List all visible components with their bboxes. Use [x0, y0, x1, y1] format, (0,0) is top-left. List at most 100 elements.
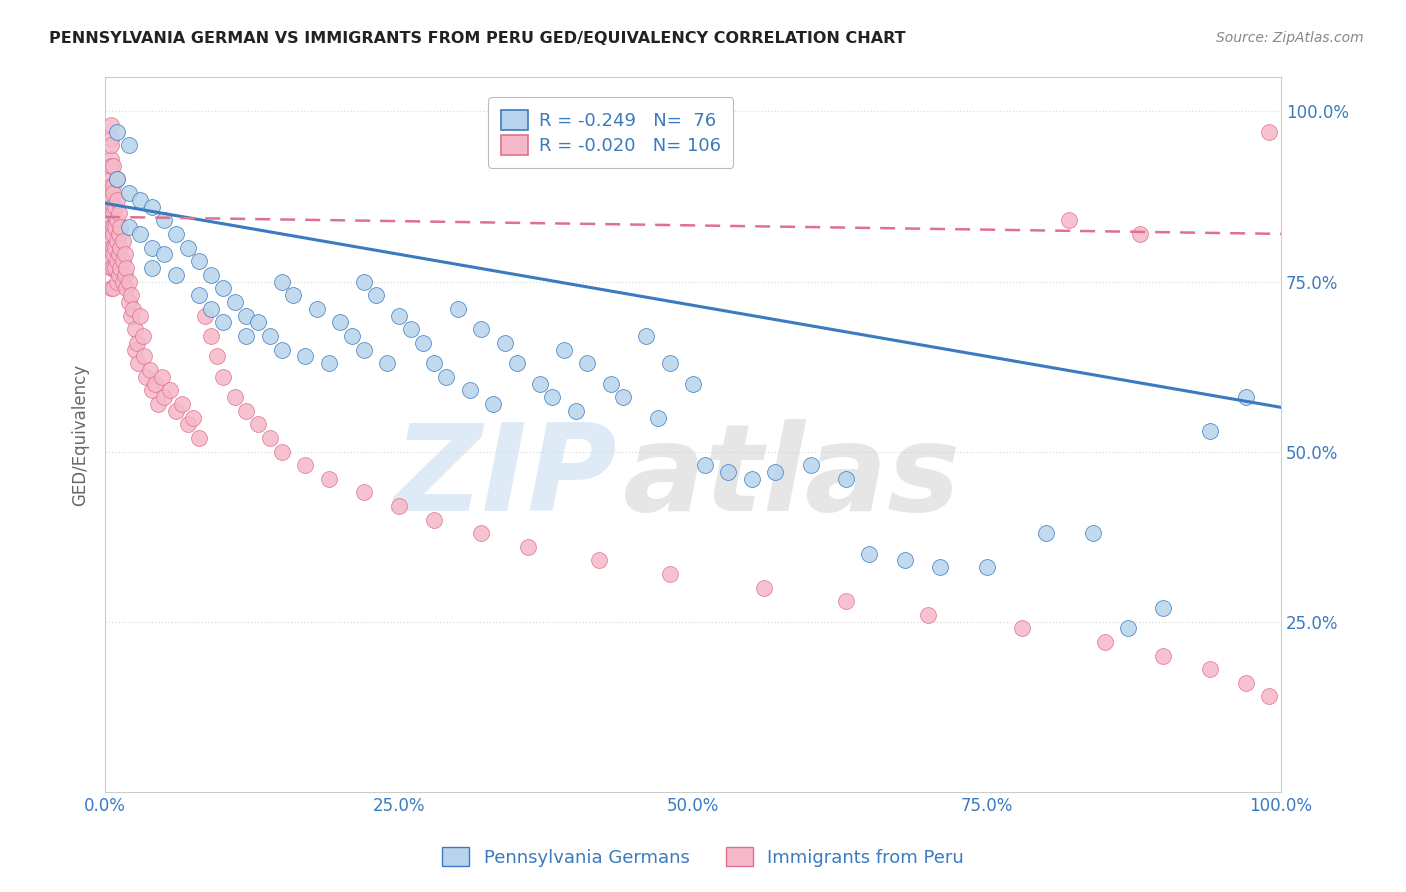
Text: Source: ZipAtlas.com: Source: ZipAtlas.com	[1216, 31, 1364, 45]
Point	[108, 268, 131, 282]
Point	[340, 329, 363, 343]
Point	[100, 159, 122, 173]
Point	[122, 301, 145, 316]
Point	[1199, 662, 1222, 676]
Point	[100, 193, 122, 207]
Point	[103, 281, 125, 295]
Point	[353, 275, 375, 289]
Point	[1011, 622, 1033, 636]
Point	[105, 213, 128, 227]
Point	[564, 403, 586, 417]
Point	[470, 322, 492, 336]
Point	[259, 329, 281, 343]
Point	[353, 343, 375, 357]
Point	[103, 186, 125, 200]
Point	[100, 281, 122, 295]
Point	[103, 206, 125, 220]
Point	[176, 240, 198, 254]
Point	[100, 152, 122, 166]
Point	[211, 281, 233, 295]
Point	[104, 240, 127, 254]
Point	[235, 403, 257, 417]
Point	[111, 234, 134, 248]
Point	[377, 356, 399, 370]
Point	[482, 397, 505, 411]
Point	[399, 322, 422, 336]
Point	[423, 513, 446, 527]
Point	[150, 369, 173, 384]
Point	[108, 227, 131, 241]
Point	[494, 335, 516, 350]
Point	[170, 397, 193, 411]
Point	[800, 458, 823, 473]
Point	[103, 240, 125, 254]
Point	[127, 356, 149, 370]
Point	[929, 560, 952, 574]
Point	[111, 254, 134, 268]
Point	[188, 431, 211, 445]
Point	[100, 131, 122, 145]
Point	[1234, 390, 1257, 404]
Point	[318, 356, 340, 370]
Point	[129, 193, 152, 207]
Point	[100, 172, 122, 186]
Point	[1129, 227, 1152, 241]
Point	[141, 200, 163, 214]
Point	[858, 547, 880, 561]
Point	[103, 220, 125, 235]
Point	[741, 472, 763, 486]
Point	[1152, 601, 1174, 615]
Point	[105, 172, 128, 186]
Point	[103, 260, 125, 275]
Point	[270, 343, 292, 357]
Point	[183, 410, 205, 425]
Point	[388, 309, 411, 323]
Point	[224, 294, 246, 309]
Point	[108, 247, 131, 261]
Point	[329, 315, 352, 329]
Point	[658, 567, 681, 582]
Point	[135, 369, 157, 384]
Text: ZIP: ZIP	[392, 419, 617, 536]
Point	[835, 472, 858, 486]
Point	[270, 444, 292, 458]
Point	[115, 260, 138, 275]
Point	[120, 288, 142, 302]
Point	[132, 329, 155, 343]
Point	[104, 200, 127, 214]
Point	[224, 390, 246, 404]
Point	[100, 138, 122, 153]
Point	[576, 356, 599, 370]
Point	[200, 329, 222, 343]
Point	[100, 234, 122, 248]
Text: PENNSYLVANIA GERMAN VS IMMIGRANTS FROM PERU GED/EQUIVALENCY CORRELATION CHART: PENNSYLVANIA GERMAN VS IMMIGRANTS FROM P…	[49, 31, 905, 46]
Point	[752, 581, 775, 595]
Point	[1234, 676, 1257, 690]
Point	[105, 172, 128, 186]
Point	[100, 200, 122, 214]
Point	[114, 268, 136, 282]
Point	[541, 390, 564, 404]
Legend: Pennsylvania Germans, Immigrants from Peru: Pennsylvania Germans, Immigrants from Pe…	[433, 838, 973, 876]
Point	[717, 465, 740, 479]
Point	[763, 465, 786, 479]
Point	[588, 553, 610, 567]
Point	[146, 397, 169, 411]
Point	[388, 499, 411, 513]
Point	[211, 315, 233, 329]
Point	[976, 560, 998, 574]
Point	[141, 260, 163, 275]
Point	[188, 288, 211, 302]
Point	[105, 193, 128, 207]
Point	[506, 356, 529, 370]
Point	[612, 390, 634, 404]
Point	[105, 234, 128, 248]
Point	[188, 254, 211, 268]
Point	[143, 376, 166, 391]
Point	[1258, 690, 1281, 704]
Point	[100, 254, 122, 268]
Point	[141, 384, 163, 398]
Point	[294, 458, 316, 473]
Point	[100, 213, 122, 227]
Point	[141, 240, 163, 254]
